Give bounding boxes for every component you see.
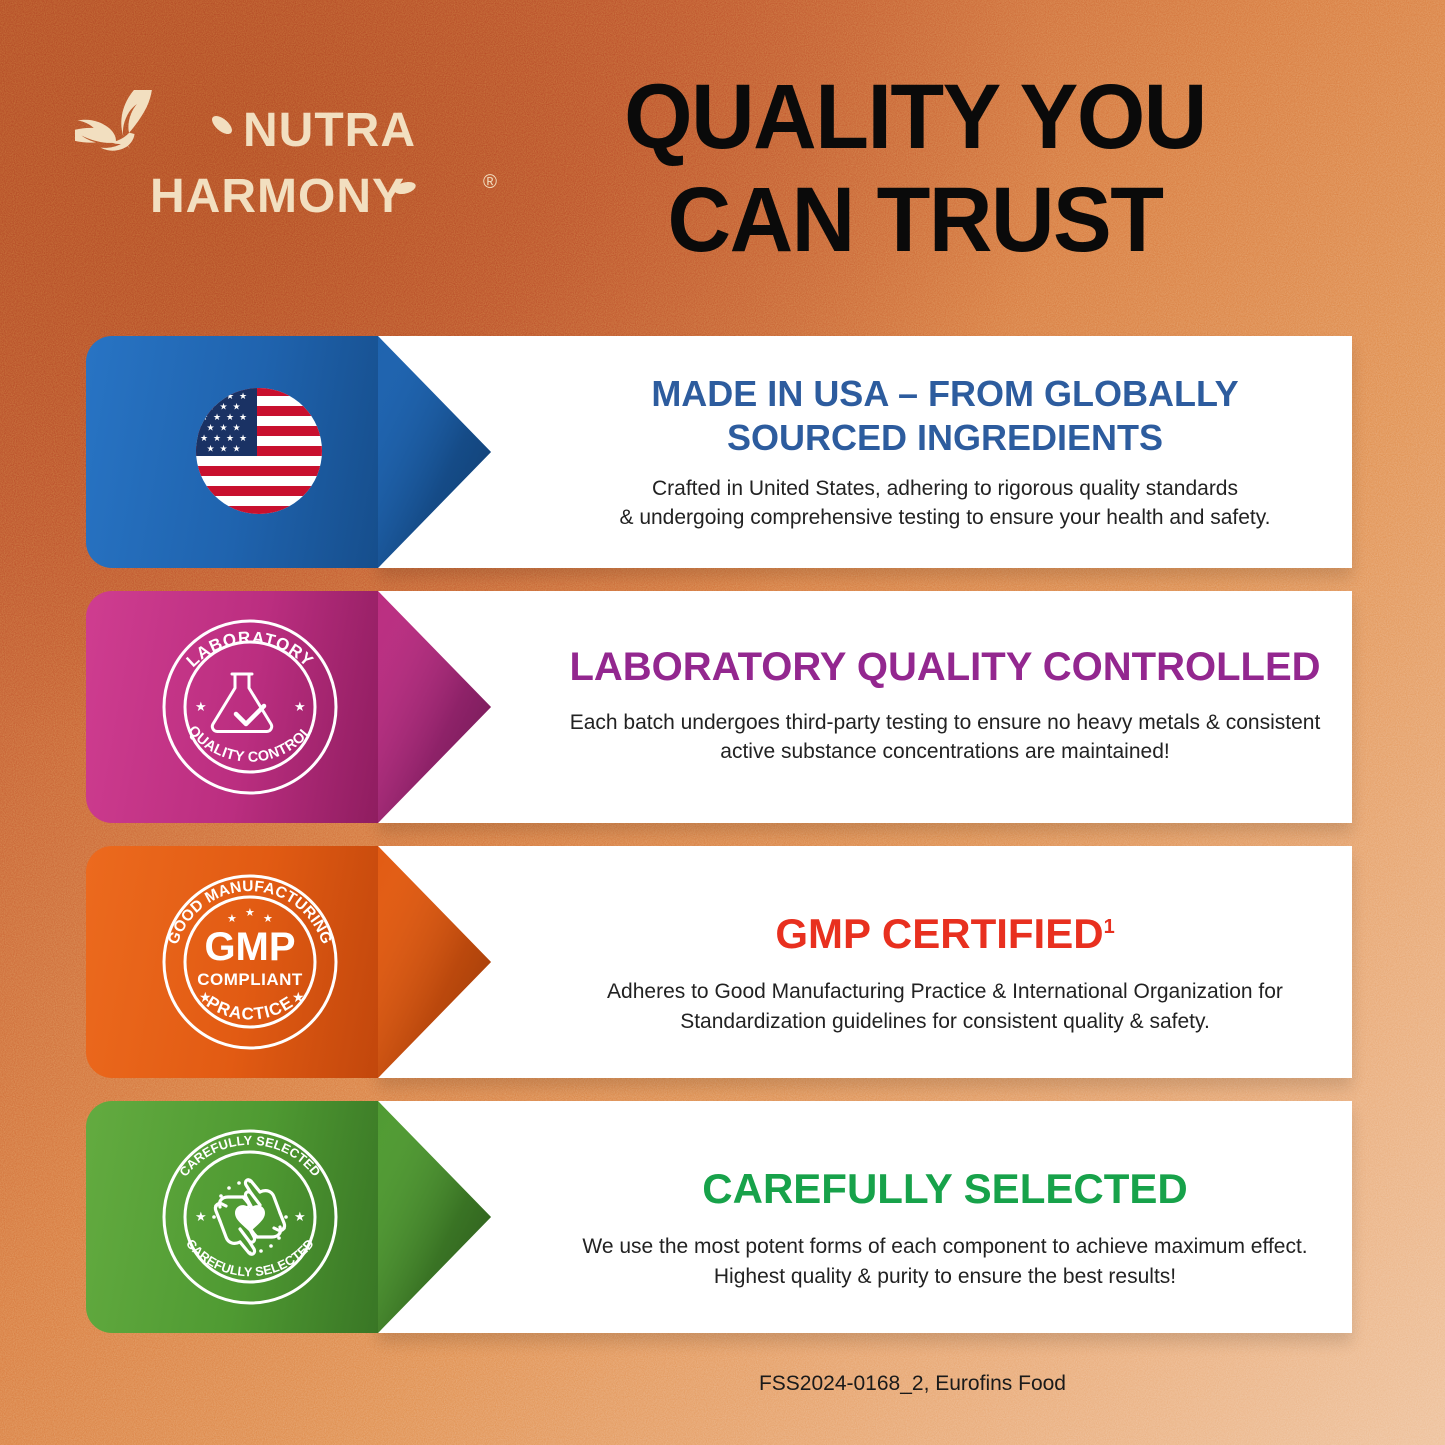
svg-text:★: ★ — [213, 391, 221, 401]
svg-text:★: ★ — [207, 402, 215, 412]
svg-text:★: ★ — [245, 907, 255, 919]
svg-text:★: ★ — [207, 444, 215, 454]
svg-text:★: ★ — [200, 391, 208, 401]
svg-text:CAREFULLY SELECTED: CAREFULLY SELECTED — [176, 1133, 324, 1180]
svg-text:★: ★ — [220, 444, 228, 454]
svg-text:QUALITY CONTROL: QUALITY CONTROL — [185, 723, 316, 766]
svg-text:★: ★ — [292, 989, 305, 1005]
svg-text:HARMONY: HARMONY — [150, 170, 405, 223]
svg-text:®: ® — [483, 172, 497, 193]
svg-text:★: ★ — [195, 1209, 207, 1224]
svg-text:★: ★ — [294, 699, 306, 714]
svg-text:★: ★ — [213, 412, 221, 422]
svg-text:NUTRA: NUTRA — [243, 104, 416, 157]
svg-text:★: ★ — [226, 391, 234, 401]
svg-text:★: ★ — [207, 423, 215, 433]
svg-text:GMP: GMP — [204, 925, 295, 969]
svg-text:★: ★ — [195, 699, 207, 714]
svg-text:★: ★ — [200, 412, 208, 422]
svg-text:★: ★ — [233, 402, 241, 412]
svg-text:★: ★ — [263, 913, 273, 925]
svg-text:★: ★ — [233, 444, 241, 454]
svg-text:★: ★ — [213, 433, 221, 443]
svg-text:COMPLIANT: COMPLIANT — [197, 970, 303, 989]
svg-text:★: ★ — [200, 433, 208, 443]
svg-text:★: ★ — [239, 391, 247, 401]
svg-text:★: ★ — [226, 412, 234, 422]
svg-text:★: ★ — [239, 412, 247, 422]
svg-text:★: ★ — [294, 1209, 306, 1224]
svg-text:★: ★ — [220, 423, 228, 433]
svg-text:★: ★ — [220, 402, 228, 412]
svg-text:★: ★ — [226, 433, 234, 443]
svg-text:★: ★ — [227, 913, 237, 925]
svg-text:★: ★ — [233, 423, 241, 433]
svg-text:★: ★ — [199, 989, 212, 1005]
svg-text:★: ★ — [239, 433, 247, 443]
